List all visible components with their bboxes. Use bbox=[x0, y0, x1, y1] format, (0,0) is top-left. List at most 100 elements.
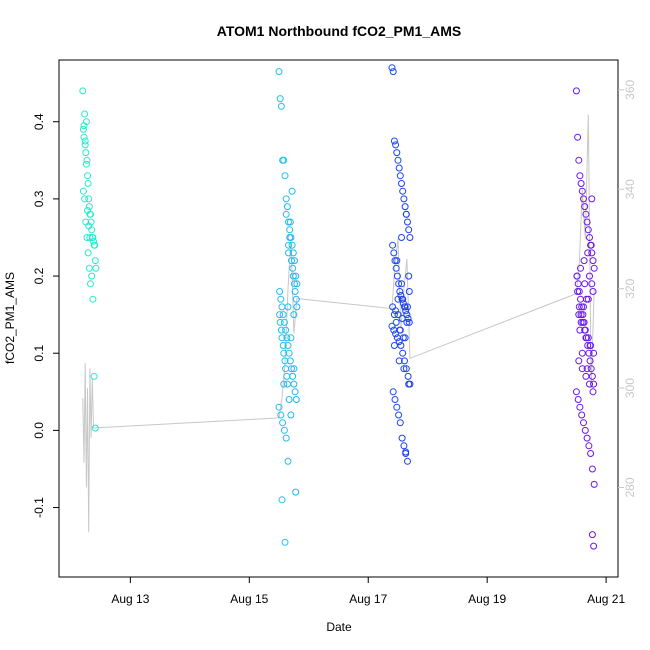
data-point bbox=[83, 234, 91, 241]
data-point bbox=[395, 164, 403, 172]
data-point bbox=[85, 203, 93, 211]
data-point bbox=[390, 342, 398, 349]
data-point bbox=[405, 318, 413, 326]
data-point bbox=[91, 424, 99, 432]
data-point bbox=[590, 542, 598, 550]
data-point bbox=[284, 303, 292, 311]
data-point bbox=[293, 280, 301, 288]
x-axis-label: Date bbox=[326, 620, 352, 634]
data-point bbox=[580, 303, 587, 311]
data-point bbox=[292, 488, 300, 496]
data-point bbox=[393, 272, 401, 280]
plot-frame bbox=[58, 59, 619, 578]
data-point bbox=[275, 68, 283, 76]
data-point bbox=[289, 249, 297, 257]
y2-tick-label: 360 bbox=[623, 79, 637, 99]
data-point bbox=[584, 226, 592, 234]
data-point bbox=[79, 125, 87, 133]
data-point bbox=[404, 457, 411, 465]
x-tick-label: Aug 17 bbox=[349, 592, 387, 606]
data-point bbox=[403, 318, 411, 326]
data-point bbox=[398, 180, 405, 187]
data-point bbox=[578, 365, 586, 373]
data-point bbox=[405, 226, 413, 234]
plot-area: Aug 13 Aug 15 Aug 17 Aug 19 Aug 21 -0.1 0.0 0.1… bbox=[32, 59, 637, 606]
data-point bbox=[82, 118, 90, 126]
data-point bbox=[576, 326, 584, 334]
data-point bbox=[394, 295, 402, 303]
data-point bbox=[392, 318, 400, 326]
data-point bbox=[280, 349, 288, 357]
data-point bbox=[283, 372, 291, 380]
data-point bbox=[405, 288, 413, 295]
data-point bbox=[280, 380, 288, 388]
data-point bbox=[86, 234, 94, 241]
data-point bbox=[284, 342, 292, 349]
chart-title: ATOM1 Northbound fCO2_PM1_AMS bbox=[217, 23, 462, 39]
data-point bbox=[283, 203, 291, 211]
data-point bbox=[389, 388, 397, 396]
data-point bbox=[281, 538, 289, 546]
data-point bbox=[89, 295, 97, 303]
data-point bbox=[399, 299, 407, 307]
data-point bbox=[282, 434, 290, 442]
data-point bbox=[572, 388, 580, 396]
data-point bbox=[279, 311, 287, 319]
data-point bbox=[399, 295, 407, 303]
y2-tick-label: 300 bbox=[623, 378, 637, 398]
data-point bbox=[285, 241, 292, 249]
data-point bbox=[589, 288, 597, 295]
data-point bbox=[288, 257, 295, 265]
data-point bbox=[289, 272, 297, 280]
data-point bbox=[582, 210, 590, 218]
data-point bbox=[588, 280, 596, 288]
data-point bbox=[404, 315, 412, 322]
data-point bbox=[580, 195, 587, 203]
data-point bbox=[399, 349, 407, 357]
data-point bbox=[394, 311, 402, 319]
data-point bbox=[582, 334, 590, 342]
data-point bbox=[393, 257, 401, 265]
data-point bbox=[79, 187, 87, 195]
y-tick-label: 0.4 bbox=[32, 113, 46, 130]
data-point bbox=[290, 380, 298, 388]
data-point bbox=[573, 272, 581, 280]
y-tick-label: 0.2 bbox=[32, 267, 46, 284]
data-point bbox=[80, 133, 88, 141]
y-tick-label: -0.1 bbox=[32, 497, 46, 518]
data-point bbox=[399, 187, 407, 195]
data-point bbox=[88, 272, 96, 280]
data-point bbox=[289, 372, 297, 380]
y2-tick-label: 280 bbox=[623, 477, 637, 497]
data-point bbox=[395, 357, 403, 365]
data-point bbox=[574, 288, 582, 295]
data-point bbox=[388, 64, 396, 72]
data-point bbox=[288, 187, 296, 195]
data-point bbox=[395, 338, 403, 346]
data-point bbox=[586, 357, 594, 365]
data-point bbox=[588, 372, 596, 380]
data-point bbox=[276, 95, 284, 103]
data-point bbox=[90, 372, 98, 380]
data-point bbox=[590, 349, 598, 357]
data-point bbox=[281, 357, 289, 365]
data-point bbox=[283, 380, 291, 388]
data-point bbox=[282, 326, 290, 334]
data-point bbox=[291, 388, 299, 396]
data-point bbox=[286, 234, 294, 241]
data-point bbox=[590, 380, 598, 388]
data-point bbox=[391, 396, 399, 403]
data-point bbox=[278, 334, 286, 342]
data-point bbox=[291, 288, 299, 295]
data-point bbox=[283, 334, 291, 342]
data-point bbox=[402, 210, 410, 218]
data-point bbox=[587, 365, 595, 373]
data-point bbox=[398, 434, 406, 442]
data-point bbox=[584, 334, 592, 342]
data-point bbox=[577, 180, 585, 187]
data-point bbox=[405, 272, 413, 280]
data-point bbox=[577, 264, 584, 272]
data-point bbox=[589, 388, 597, 396]
data-point bbox=[284, 457, 292, 465]
